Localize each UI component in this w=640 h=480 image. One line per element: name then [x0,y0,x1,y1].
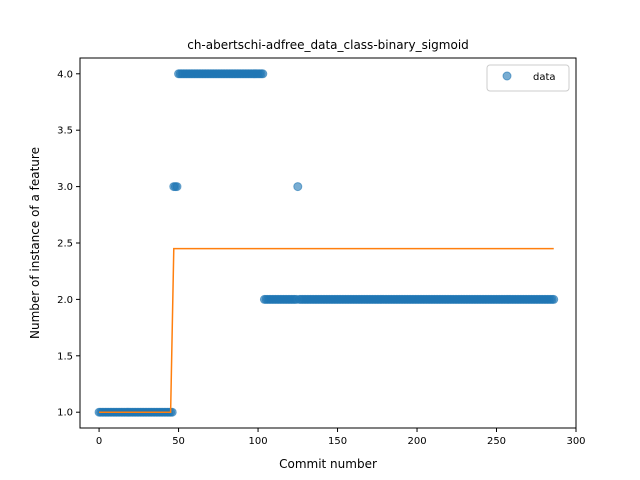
fit-line [99,247,554,413]
x-tick-label: 200 [407,436,426,447]
x-tick-label: 150 [328,436,347,447]
y-tick-label: 1.0 [57,408,73,419]
legend-marker-data [502,71,512,81]
data-point [549,294,559,304]
x-axis: 0 50 100 150 200 250 300 [96,428,586,447]
y-axis-label: Number of instance of a feature [28,147,42,339]
data-point [258,69,268,79]
legend-box [486,64,570,92]
x-tick-label: 0 [96,436,102,447]
y-axis: 1.0 1.5 2.0 2.5 3.0 3.5 4.0 [57,69,80,419]
chart-title: ch-abertschi-adfree_data_class-binary_si… [187,38,469,52]
y-tick-label: 4.0 [57,69,73,80]
y-tick-label: 2.5 [57,239,73,250]
data-point [172,182,182,192]
x-tick-label: 250 [487,436,506,447]
x-tick-label: 50 [172,436,185,447]
x-tick-label: 300 [566,436,585,447]
data-point [293,182,303,192]
y-tick-label: 1.5 [57,351,73,362]
x-axis-label: Commit number [279,457,377,471]
y-tick-label: 3.5 [57,126,73,137]
y-tick-label: 2.0 [57,295,73,306]
x-tick-label: 100 [249,436,268,447]
legend-label-data: data [533,72,556,83]
plot-area [94,69,559,417]
y-tick-label: 3.0 [57,182,73,193]
legend: data [486,64,570,92]
